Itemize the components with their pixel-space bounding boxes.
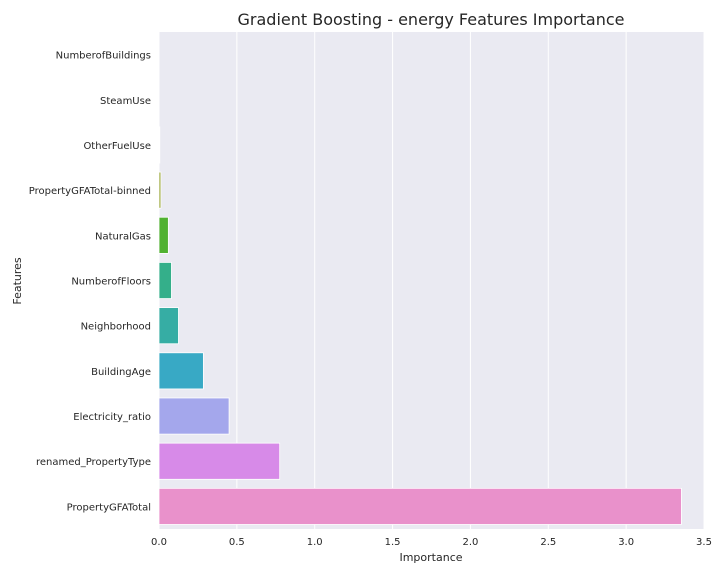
x-axis-label: Importance (399, 551, 462, 564)
x-tick-label: 3.0 (618, 537, 634, 548)
bar (158, 307, 179, 345)
x-tick-label: 0.0 (151, 537, 167, 548)
x-tick-label: 2.5 (540, 537, 556, 548)
y-axis-label: Features (11, 257, 24, 305)
bar (158, 442, 281, 480)
bar (158, 126, 161, 164)
bar (158, 397, 230, 435)
y-tick-label: Neighborhood (81, 322, 151, 333)
bar (158, 216, 169, 254)
bar (158, 487, 682, 525)
bar (158, 352, 204, 390)
y-tick-label: PropertyGFATotal-binned (29, 186, 151, 197)
gridlines (158, 32, 705, 529)
y-tick-labels: NumberofBuildings SteamUse OtherFuelUse Pro… (29, 51, 151, 514)
chart-title: Gradient Boosting - energy Features Impo… (238, 10, 625, 29)
y-tick-label: NumberofFloors (71, 277, 151, 288)
bar (158, 171, 162, 209)
y-tick-label: NumberofBuildings (56, 51, 151, 62)
y-tick-label: BuildingAge (91, 367, 151, 378)
bars (158, 126, 682, 525)
x-tick-label: 2.0 (462, 537, 478, 548)
y-tick-label: Electricity_ratio (73, 412, 151, 423)
x-tick-labels: 0.0 0.5 1.0 1.5 2.0 2.5 3.0 3.5 (151, 537, 712, 548)
y-tick-label: NaturalGas (95, 231, 151, 242)
y-tick-label: PropertyGFATotal (67, 502, 151, 513)
y-tick-label: OtherFuelUse (83, 141, 151, 152)
x-tick-label: 1.5 (385, 537, 401, 548)
y-tick-label: renamed_PropertyType (36, 457, 151, 468)
x-tick-label: 0.5 (229, 537, 245, 548)
x-tick-label: 1.0 (307, 537, 323, 548)
bar (158, 262, 172, 299)
y-tick-label: SteamUse (100, 96, 151, 107)
x-tick-label: 3.5 (696, 537, 712, 548)
